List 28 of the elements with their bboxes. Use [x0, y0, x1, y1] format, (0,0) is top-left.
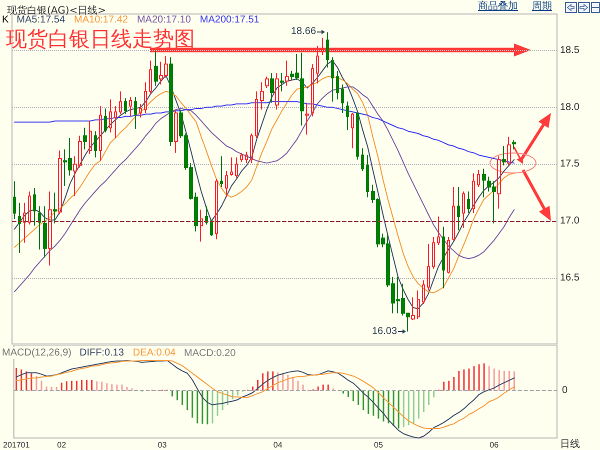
- text: MA200:17.51: [200, 14, 260, 26]
- text: MA20:17.10: [136, 14, 192, 26]
- legend-title: K: [2, 14, 9, 26]
- y-tick-label: 16.5: [560, 272, 580, 284]
- text: 日线: [560, 439, 580, 450]
- annotation: 16.03: [372, 326, 398, 336]
- annotation: 18.66: [291, 26, 316, 37]
- text: 商品叠加: [478, 1, 518, 12]
- x-tick-label: 05: [374, 440, 384, 450]
- x-tick-label: 06: [490, 440, 500, 450]
- y-tick-label: 18.5: [560, 44, 580, 56]
- annotation: 现货白银日线走势图: [6, 27, 195, 51]
- x-tick-label: 201701: [2, 440, 30, 450]
- text: MA10:17.42: [74, 14, 128, 26]
- text: MA5:17.54: [16, 14, 66, 26]
- y-tick-label: 17.5: [560, 158, 580, 170]
- text: MACD:0.20: [184, 348, 236, 358]
- text: 周期: [532, 1, 552, 12]
- y-tick-label: 18.0: [560, 102, 580, 113]
- series-label: DEA:0.04: [132, 348, 176, 358]
- series-label: DIFF:0.13: [79, 348, 124, 358]
- y-tick-label: 17.0: [560, 216, 580, 227]
- x-tick-label: 03: [158, 440, 168, 450]
- chart-title: 现货白银(AG)<日线>: [7, 4, 106, 16]
- x-tick-label: 02: [57, 440, 67, 450]
- x-tick-label: 04: [273, 440, 283, 450]
- text: 0: [562, 384, 568, 396]
- legend-title: MACD(12,26,9): [2, 348, 72, 358]
